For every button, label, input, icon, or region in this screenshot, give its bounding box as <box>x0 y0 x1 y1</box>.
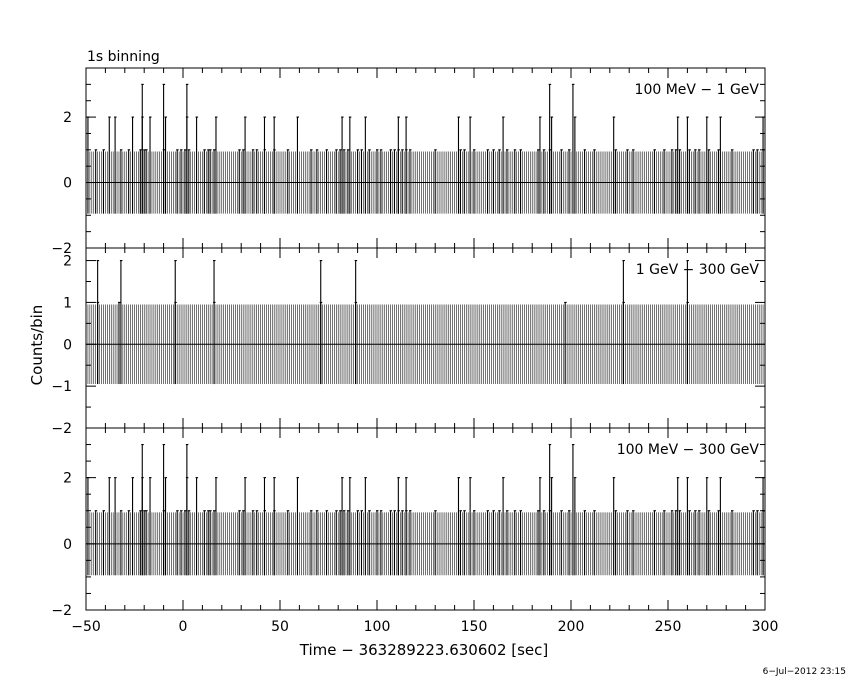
y-tick-label: 2 <box>63 471 72 487</box>
panel-2-y-ticks <box>86 260 765 429</box>
x-tick-label: 250 <box>655 619 682 635</box>
y-tick-label: −2 <box>51 241 72 257</box>
ticks-layer <box>85 67 766 611</box>
y-axis-label: Counts/bin <box>28 305 46 386</box>
panel-1-energy-label: 100 MeV − 1 GeV <box>635 82 760 98</box>
y-tick-label: 2 <box>63 254 72 270</box>
x-tick-label: 200 <box>558 619 585 635</box>
y-tick-label: 0 <box>63 337 72 353</box>
panel-3-energy-label: 100 MeV − 300 GeV <box>617 442 760 458</box>
panel-2-energy-label: 1 GeV − 300 GeV <box>636 262 760 278</box>
panel-1-y-ticks <box>86 67 765 249</box>
timestamp: 6−Jul−2012 23:15 <box>763 667 846 677</box>
panel-2-x-ticks <box>85 248 766 428</box>
x-tick-label: 100 <box>364 619 391 635</box>
panel-1-bars <box>85 83 766 214</box>
panel-3-x-ticks <box>85 428 766 610</box>
x-tick-label: 300 <box>752 619 779 635</box>
panel-2-bars <box>85 260 766 385</box>
frames-layer <box>85 67 766 611</box>
x-tick-label: 0 <box>179 619 188 635</box>
x-tick-label: 150 <box>461 619 488 635</box>
y-tick-label: −1 <box>51 379 72 395</box>
y-tick-label: 1 <box>63 295 72 311</box>
y-tick-label: −2 <box>51 603 72 619</box>
x-tick-label: −50 <box>71 619 101 635</box>
panel-3-bars <box>85 443 766 576</box>
bars-layer <box>85 83 766 576</box>
y-tick-label: 0 <box>63 176 72 192</box>
panel-3-y-ticks <box>86 427 765 611</box>
binning-label: 1s binning <box>87 49 160 65</box>
panel-1-x-ticks <box>85 68 766 248</box>
y-tick-label: 2 <box>63 110 72 126</box>
panel-3-frame <box>85 427 766 611</box>
y-tick-label: −2 <box>51 421 72 437</box>
labels-layer: 1s binning Time − 363289223.630602 [sec]… <box>28 49 846 677</box>
x-axis-label: Time − 363289223.630602 [sec] <box>299 641 549 659</box>
y-tick-label: 0 <box>63 537 72 553</box>
x-tick-label: 50 <box>271 619 289 635</box>
